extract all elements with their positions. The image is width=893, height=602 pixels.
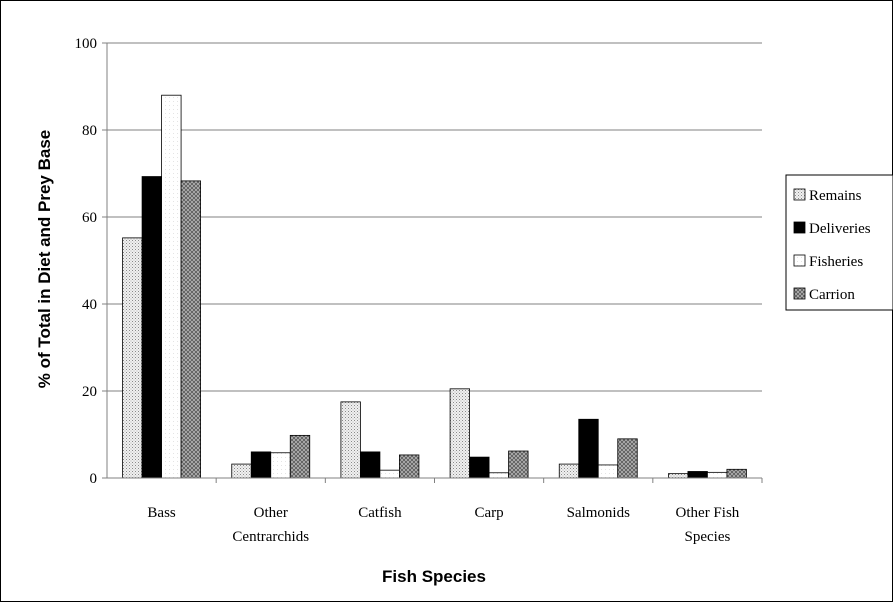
bar-carrion-other-centrarchids	[289, 434, 311, 479]
x-tick-label-line: Catfish	[358, 505, 402, 521]
x-tick-label-line: Bass	[147, 505, 176, 521]
bar-remains-bass	[122, 237, 143, 479]
bar-deliveries-other-centrarchids	[250, 451, 272, 479]
bar-carrion-salmonids	[617, 438, 638, 479]
bar-deliveries-catfish	[360, 451, 381, 479]
bars	[122, 94, 747, 479]
y-tick-label-80: 80	[82, 123, 97, 139]
x-tick-label-line: Salmonids	[567, 505, 631, 521]
x-tick-label-bass: Bass	[147, 505, 176, 521]
bar-fisheries-salmonids	[597, 464, 619, 479]
bar-fisheries-carp	[488, 472, 509, 479]
bar-remains-carp	[449, 388, 470, 479]
x-tick-label-other-fish-species: Other Fish Species	[676, 505, 740, 545]
bar-carrion-carp	[508, 450, 529, 479]
y-tick-label-20: 20	[82, 384, 97, 400]
x-tick-label-other-centrarchids: Other Centrarchids	[232, 505, 309, 545]
bar-fisheries-catfish	[379, 469, 400, 479]
bar-remains-other-fish-species	[668, 473, 689, 479]
legend: Remains Deliveries Fisheries Carrion	[785, 174, 893, 311]
x-tick-label-line: Centrarchids	[232, 529, 309, 545]
y-axis-title: % of Total in Diet and Prey Base	[35, 130, 54, 389]
x-tick-label-line: Carp	[474, 505, 503, 521]
legend-label-remains: Remains	[809, 188, 862, 204]
bar-deliveries-carp	[469, 456, 490, 479]
bar-deliveries-bass	[141, 176, 162, 479]
x-tick-label-catfish: Catfish	[358, 505, 402, 521]
y-tick-labels: 0 20 40 60 80 100	[75, 36, 98, 487]
y-tick-label-40: 40	[82, 297, 97, 313]
bar-fisheries-other-centrarchids	[270, 452, 291, 479]
legend-swatch-remains	[793, 188, 806, 201]
axes	[102, 42, 763, 483]
bar-fisheries-bass	[161, 94, 182, 479]
legend-label-deliveries: Deliveries	[809, 221, 871, 237]
bar-fisheries-other-fish-species	[707, 471, 728, 479]
x-tick-label-line: Other	[254, 505, 288, 521]
legend-swatch-fisheries	[793, 254, 806, 267]
bar-remains-other-centrarchids	[231, 463, 252, 479]
y-tick-label-100: 100	[75, 36, 98, 52]
x-tick-label-line: Other Fish	[676, 505, 740, 521]
x-tick-label-salmonids: Salmonids	[567, 505, 631, 521]
y-tick-label-0: 0	[90, 471, 98, 487]
x-tick-label-carp: Carp	[474, 505, 503, 521]
bar-remains-salmonids	[558, 463, 580, 479]
legend-swatch-carrion	[793, 287, 806, 300]
legend-swatch-deliveries	[793, 221, 806, 234]
bar-carrion-bass	[180, 180, 201, 479]
x-axis-title: Fish Species	[382, 567, 486, 586]
gridlines	[107, 42, 762, 392]
x-tick-labels: Bass Other Centrarchids Catfish Carp Salmonid…	[147, 505, 739, 545]
bar-carrion-catfish	[399, 454, 420, 479]
legend-label-carrion: Carrion	[809, 287, 855, 303]
bar-carrion-other-fish-species	[726, 468, 747, 479]
legend-label-fisheries: Fisheries	[809, 254, 863, 270]
bar-deliveries-other-fish-species	[687, 471, 708, 479]
bar-deliveries-salmonids	[578, 418, 599, 479]
x-tick-label-line: Species	[685, 529, 731, 545]
bar-remains-catfish	[340, 401, 361, 479]
y-tick-label-60: 60	[82, 210, 97, 226]
